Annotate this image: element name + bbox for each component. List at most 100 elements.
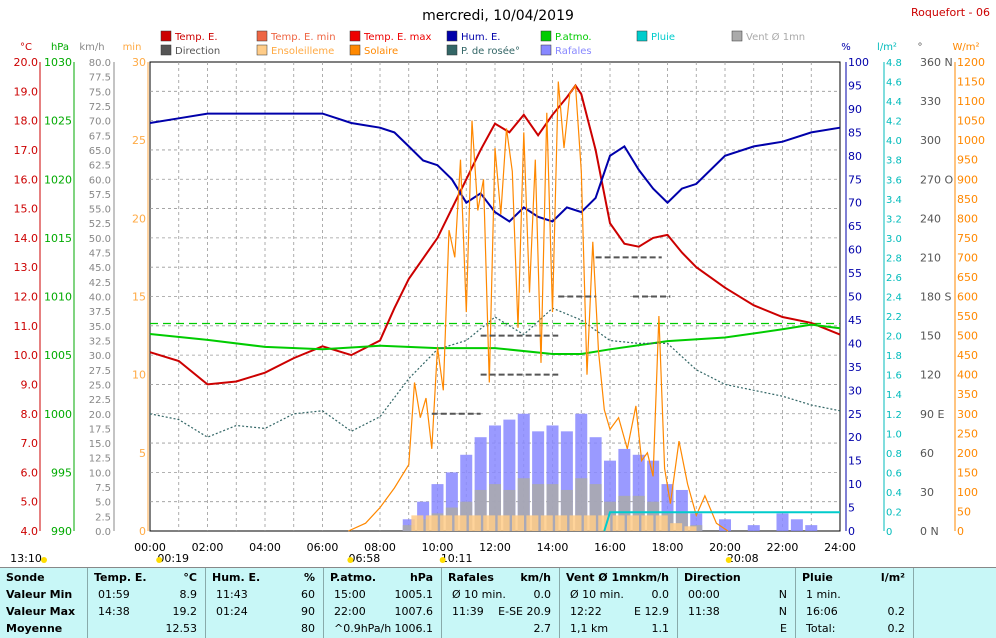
series-line-Solaire: [348, 81, 729, 532]
footer-cell-label: Total:: [806, 622, 836, 635]
axis-tick-rain: 4.2: [886, 117, 902, 128]
footer-cell-value: N: [778, 605, 787, 618]
axis-tick-solar: 950: [957, 154, 978, 167]
axis-tick-temp: 14.0: [14, 232, 39, 245]
axis-tick-rain: 1.6: [886, 371, 902, 382]
axis-tick-wind: 75.0: [89, 87, 111, 98]
axis-tick-hum: 75: [848, 173, 862, 186]
axis-tick-temp: 19.0: [14, 85, 39, 98]
axis-unit-press: hPa: [51, 42, 69, 53]
axis-tick-min: 30: [132, 56, 146, 69]
axis-tick-dir: 120: [920, 369, 941, 382]
axis-unit-wind: km/h: [79, 42, 104, 53]
footer-header: P.atmo.: [330, 571, 377, 584]
footer-cell-value: 0.0: [533, 588, 552, 601]
axis-tick-dir: 240: [920, 212, 941, 225]
axis-tick-wind: 55.0: [89, 205, 111, 216]
legend-swatch: [540, 44, 552, 56]
axis-tick-solar: 0: [957, 525, 964, 538]
x-tick-label: 16:00: [594, 541, 626, 554]
footer-header: Temp. E.: [94, 571, 147, 584]
axis-tick-dir: 90 E: [920, 408, 944, 421]
footer-cell-value: 0.2: [887, 605, 906, 618]
axis-tick-wind: 65.0: [89, 146, 111, 157]
axis-tick-wind: 47.5: [89, 249, 111, 260]
axis-tick-temp: 10.0: [14, 349, 39, 362]
axis-tick-rain: 1.2: [886, 410, 902, 421]
axis-tick-rain: 2.0: [886, 332, 902, 343]
x-tick-label: 24:00: [824, 541, 856, 554]
footer-cell-label: Ø 10 min.: [570, 588, 624, 601]
axis-tick-rain: 4.4: [886, 97, 902, 108]
weather-chart: mercredi, 10/04/2019 Roquefort - 06 Temp. …: [10, 6, 990, 565]
axis-tick-hum: 20: [848, 431, 862, 444]
legend-swatch: [540, 30, 552, 42]
axis-tick-rain: 2.4: [886, 293, 902, 304]
legend-label: Rafales: [555, 46, 592, 57]
footer-cell-label: 01:59: [98, 588, 130, 601]
axis-tick-solar: 400: [957, 369, 978, 382]
axis-tick-wind: 12.5: [89, 454, 111, 465]
axis-tick-wind: 67.5: [89, 131, 111, 142]
footer-cell-label: 12:22: [570, 605, 602, 618]
footer-header: Sonde: [6, 571, 45, 584]
axis-tick-rain: 3.8: [886, 156, 902, 167]
footer-cell-label: 1 min.: [806, 588, 841, 601]
axis-tick-wind: 25.0: [89, 380, 111, 391]
axis-tick-temp: 18.0: [14, 115, 39, 128]
x-tick-label: 12:00: [479, 541, 511, 554]
axis-unit-min: min: [123, 42, 142, 53]
footer-unit: l/m²: [880, 571, 905, 584]
axis-tick-rain: 3.4: [886, 195, 902, 206]
axis-tick-min: 10: [132, 369, 146, 382]
axis-tick-hum: 80: [848, 150, 862, 163]
sun-marker: [439, 557, 446, 563]
bar-Ensoleilleme: [512, 515, 524, 531]
footer-header: Direction: [684, 571, 741, 584]
axis-tick-wind: 70.0: [89, 117, 111, 128]
footer-cell-value: 0.2: [887, 622, 906, 635]
axis-tick-rain: 0.8: [886, 449, 902, 460]
footer-column: Direction 00:00 N 11:38 N E: [678, 568, 796, 638]
axis-tick-hum: 85: [848, 126, 862, 139]
footer-cell-label: ^0.9hPa/h: [334, 622, 392, 635]
footer-column: Vent Ø 1mn km/h Ø 10 min. 0.0 12:22 E 12.9 1,1…: [560, 568, 678, 638]
footer-cell-value: 2.7: [533, 622, 552, 635]
axis-tick-hum: 45: [848, 314, 862, 327]
legend-swatch: [446, 44, 458, 56]
axis-tick-wind: 72.5: [89, 102, 111, 113]
footer-unit: %: [303, 571, 315, 584]
axis-tick-rain: 3.2: [886, 214, 902, 225]
bar-Ensoleilleme: [454, 515, 467, 531]
axis-tick-temp: 15.0: [14, 203, 39, 216]
footer-column: Temp. E. °C 01:59 8.9 14:38 19.2 12.53: [88, 568, 206, 638]
footer-column: Rafales km/h Ø 10 min. 0.0 11:39 E-SE 20.9 2.7: [442, 568, 560, 638]
axis-tick-wind: 15.0: [89, 439, 111, 450]
footer-cell-label: 1,1 km: [570, 622, 609, 635]
axis-tick-wind: 27.5: [89, 366, 111, 377]
axis-tick-press: 995: [51, 466, 72, 479]
bar-Ensoleilleme: [468, 515, 481, 531]
footer-cell-value: 19.2: [172, 605, 198, 618]
axis-unit-temp: °C: [20, 42, 32, 53]
x-tick-label: 02:00: [192, 541, 224, 554]
footer-unit: km/h: [520, 571, 551, 584]
footer-cell-value: E 12.9: [634, 605, 669, 618]
axis-tick-min: 25: [132, 134, 146, 147]
axis-unit-solar: W/m²: [952, 42, 979, 53]
footer-cell-label: 22:00: [334, 605, 366, 618]
axis-tick-solar: 450: [957, 349, 978, 362]
footer-header: Vent Ø 1mn: [566, 571, 639, 584]
bar-Ensoleilleme: [641, 515, 654, 531]
footer-column: Hum. E.% 11:43 60 01:24 90 80: [206, 568, 324, 638]
axis-tick-hum: 30: [848, 384, 862, 397]
axis-tick-wind: 50.0: [89, 234, 111, 245]
legend-swatch: [446, 30, 458, 42]
footer-cell-value: 1007.6: [394, 605, 434, 618]
axis-tick-wind: 40.0: [89, 293, 111, 304]
footer-cell-label: 16:06: [806, 605, 838, 618]
bar-Ensoleilleme: [440, 515, 453, 531]
axis-tick-min: 15: [132, 291, 146, 304]
axis-tick-hum: 0: [848, 525, 855, 538]
legend-label: Hum. E.: [461, 32, 500, 43]
